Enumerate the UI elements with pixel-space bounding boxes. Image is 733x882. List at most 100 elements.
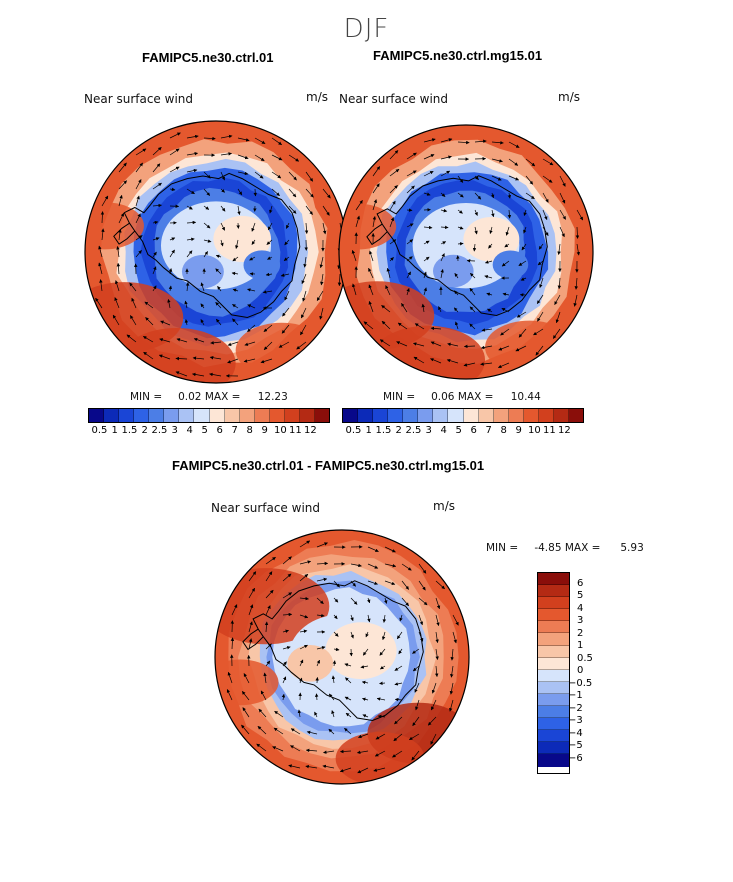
panel-2-colorbar-swatch [478, 409, 494, 422]
wind-vector [278, 341, 290, 348]
wind-vector [500, 328, 510, 336]
wind-vector [457, 175, 464, 183]
wind-vector [368, 300, 374, 313]
wind-vector [241, 724, 250, 735]
wind-vector [355, 200, 363, 211]
wind-vector [299, 573, 309, 582]
wind-vector [491, 140, 504, 145]
wind-vector [263, 341, 273, 350]
panel-2-colorbar-tick-label: 1.5 [375, 425, 392, 436]
wind-vector [299, 540, 311, 548]
wind-vector [377, 714, 386, 719]
wind-vector [351, 249, 357, 262]
wind-vector [406, 170, 417, 177]
wind-vector [430, 699, 437, 711]
panel-3-max-label: MAX = [564, 542, 601, 554]
wind-vector [453, 307, 459, 313]
wind-vector [116, 262, 121, 275]
panel-2-colorbar-swatch [523, 409, 539, 422]
wind-vector [152, 251, 157, 258]
wind-vector [497, 362, 510, 368]
wind-vector [372, 199, 378, 211]
wind-vector [169, 166, 180, 173]
panel-1-colorbar-tick-label: 0.5 [91, 425, 108, 436]
wind-vector [331, 710, 335, 718]
wind-vector [251, 222, 256, 232]
wind-vector [345, 712, 352, 718]
wind-vector [414, 323, 425, 330]
wind-vector [434, 665, 439, 678]
wind-vector [251, 239, 256, 245]
wind-vector [367, 614, 371, 623]
wind-vector [452, 631, 457, 644]
wind-vector [232, 318, 239, 326]
wind-vector [573, 294, 578, 307]
panel-2-colorbar-swatch [553, 409, 569, 422]
wind-vector [152, 285, 157, 292]
wind-vector [118, 180, 127, 190]
wind-vector [384, 563, 397, 568]
wind-vector [284, 290, 290, 301]
wind-vector [418, 563, 427, 574]
panel-3-colorbar-tick-label: −6 [568, 752, 583, 764]
panel-1-colorbar-swatch [104, 409, 120, 422]
wind-vector [288, 764, 301, 769]
wind-vector [314, 693, 319, 701]
wind-vector [299, 629, 308, 633]
wind-vector [264, 621, 269, 633]
wind-vector [274, 710, 284, 718]
panel-1-colorbar-swatch [89, 409, 105, 422]
wind-vector [360, 665, 369, 669]
wind-vector [350, 597, 358, 605]
wind-vector [435, 597, 441, 610]
wind-vector [272, 746, 284, 752]
wind-vector [367, 563, 379, 569]
wind-vector [242, 707, 250, 718]
panel-1-colorbar-tick-label: 7 [231, 425, 238, 436]
panel-3-colorbar-swatch [538, 585, 569, 598]
wind-vector [423, 256, 430, 262]
panel-2-max-label: MAX = [457, 391, 494, 403]
wind-vector [160, 320, 171, 326]
wind-vector [508, 141, 520, 148]
coastline-peninsula [366, 223, 388, 246]
wind-vector [401, 597, 409, 607]
wind-vector [333, 647, 340, 652]
panel-2-colorbar-swatch [493, 409, 509, 422]
wind-vector [440, 208, 448, 213]
wind-vector [501, 307, 510, 313]
wind-vector [175, 356, 188, 361]
panel-2-minmax: MIN = 0.06 MAX = 10.44 [383, 391, 541, 403]
panel-2-colorbar-tick-label: 11 [543, 425, 556, 436]
wind-vector [152, 146, 162, 156]
wind-vector [288, 171, 297, 181]
panel-1-colorbar-swatch [299, 409, 315, 422]
wind-vector [135, 235, 143, 241]
panel-1-map [85, 121, 347, 383]
panel-3-colorbar-swatch [538, 754, 569, 767]
wind-vector [362, 714, 369, 718]
panel-2-colorbar-swatch [433, 409, 449, 422]
panel-1-colorbar-tick-label: 9 [261, 425, 268, 436]
wind-vector [231, 271, 239, 276]
wind-vector [440, 268, 444, 279]
wind-vector [209, 372, 222, 377]
wind-vector [220, 188, 225, 193]
panel-1-colorbar-swatch [134, 409, 150, 422]
wind-vector [271, 188, 280, 197]
coastline [376, 175, 548, 317]
contour-band [335, 731, 425, 784]
panel-3-colorbar-tick-label: 0.5 [577, 652, 593, 664]
wind-vector [344, 696, 352, 701]
wind-vector [559, 209, 567, 220]
panel-1-colorbar-tick-label: 8 [246, 425, 253, 436]
wind-vector [373, 767, 386, 772]
wind-vector [168, 268, 173, 275]
wind-vector [361, 680, 369, 685]
wind-vector [533, 328, 544, 336]
wind-vector [375, 733, 386, 740]
wind-vector [491, 209, 495, 218]
panel-1-colorbar-swatch [149, 409, 165, 422]
wind-vector [406, 223, 414, 228]
wind-vector [454, 321, 459, 330]
